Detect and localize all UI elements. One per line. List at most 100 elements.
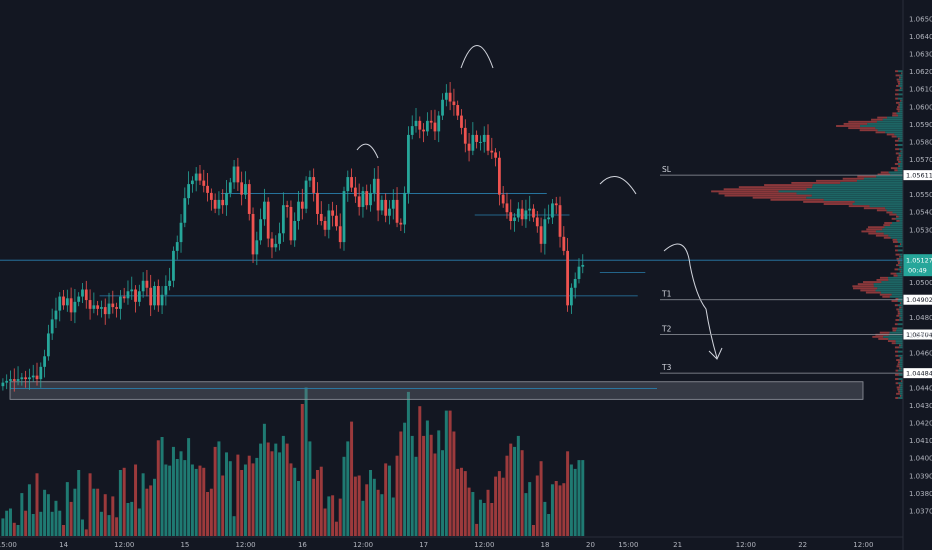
candle-body (297, 201, 300, 221)
volume-bar (168, 465, 172, 536)
profile-sell-bar (899, 316, 901, 319)
profile-buy-bar (877, 129, 903, 132)
volume-bar (221, 475, 225, 536)
profile-sell-bar (894, 163, 898, 165)
volume-bar (202, 467, 206, 536)
profile-buy-bar (898, 152, 903, 155)
volume-bar (171, 446, 175, 536)
profile-sell-bar (896, 359, 900, 361)
volume-bar (77, 470, 81, 536)
profile-sell-bar (900, 380, 902, 383)
volume-bar (16, 525, 20, 536)
profile-sell-bar (879, 331, 890, 334)
volume-bar (327, 496, 331, 536)
support-zone (9, 381, 864, 400)
profile-buy-bar (896, 329, 903, 332)
price-tick-label: 1.04000 (909, 455, 932, 463)
volume-bar (422, 435, 426, 536)
profile-buy-bar (895, 342, 903, 345)
candle-body (28, 377, 31, 380)
candle-body (69, 298, 73, 313)
candle-body (532, 208, 535, 218)
volume-bar (213, 446, 217, 536)
profile-sell-bar (896, 85, 899, 87)
volume-bar (331, 495, 335, 536)
candle-body (414, 120, 418, 127)
profile-sell-bar (875, 234, 889, 237)
profile-buy-bar (899, 103, 903, 106)
volume-bar (410, 435, 414, 536)
candle-body (35, 375, 39, 380)
volume-bar (342, 456, 346, 536)
candle-body (581, 264, 585, 267)
target-levels[interactable]: SL 1.05611 T1 1.04902 T2 1.04704 T3 1.04484 1.05… (660, 165, 932, 379)
candle-body (46, 333, 50, 357)
volume-bar (459, 467, 463, 536)
candle-body (335, 215, 338, 227)
candle-body (206, 185, 209, 193)
profile-sell-bar (899, 255, 901, 258)
time-tick-label: 17 (419, 541, 428, 549)
candle-body (372, 178, 376, 193)
volume-bar (240, 470, 244, 536)
volume-bar (183, 460, 187, 536)
volume-bar (206, 492, 210, 536)
volume-bar (137, 508, 141, 536)
candle-body (369, 192, 372, 206)
candle-body (433, 122, 437, 132)
candle-body (308, 177, 312, 181)
profile-sell-bar (867, 226, 885, 229)
time-axis[interactable]: 15:00 14 12:00 15 12:00 16 12:00 17 12:00 18 20 15:… (0, 536, 903, 549)
profile-buy-bar (889, 295, 903, 298)
price-tick-label: 1.04800 (909, 314, 932, 322)
volume-bar (228, 461, 232, 536)
candle-body (274, 243, 278, 248)
candle-body (516, 208, 520, 218)
candle-body (126, 291, 130, 299)
profile-sell-bar (718, 192, 797, 195)
profile-sell-bar (895, 70, 899, 73)
level-label: T3 (661, 363, 672, 372)
profile-sell-bar (900, 150, 902, 153)
profile-sell-bar (892, 112, 897, 115)
candle-body (558, 205, 562, 237)
volume-bar (395, 455, 399, 536)
profile-sell-bar (896, 392, 900, 395)
volume-bar (467, 487, 471, 536)
candle-body (289, 206, 293, 241)
profile-sell-bar (724, 194, 812, 197)
price-tick-label: 1.04100 (909, 437, 932, 445)
price-axis[interactable]: 1.06500 1.06400 1.06300 1.06200 1.06100 1.060… (902, 0, 932, 550)
candle-body (58, 296, 62, 311)
profile-buy-bar (899, 386, 903, 389)
candle-body (539, 226, 543, 244)
profile-buy-bar (886, 209, 903, 212)
profile-sell-bar (895, 89, 899, 92)
profile-sell-bar (894, 268, 899, 271)
candle-body (251, 213, 255, 255)
profile-buy-bar (882, 118, 903, 121)
level-tag (903, 294, 932, 305)
candle-body (460, 115, 463, 128)
profile-buy-bar (899, 359, 903, 361)
volume-bar (62, 525, 66, 536)
profile-sell-bar (883, 236, 891, 239)
candle-body (316, 192, 319, 214)
profile-sell-bar (900, 72, 902, 75)
profile-sell-bar (895, 397, 899, 399)
candle-body (12, 379, 16, 381)
profile-buy-bar (899, 74, 903, 77)
volume-bar (505, 455, 509, 536)
volume-bar (262, 423, 266, 536)
profile-buy-bar (897, 274, 903, 277)
volume-bar (308, 441, 312, 536)
candle-body (221, 199, 225, 206)
current-price-tag (903, 254, 932, 277)
candle-body (380, 199, 384, 211)
volume-bar (323, 508, 327, 536)
volume-bar (270, 451, 274, 536)
price-tick-label: 1.05300 (909, 226, 932, 234)
candle-body (353, 187, 357, 197)
profile-sell-bar (880, 171, 889, 174)
